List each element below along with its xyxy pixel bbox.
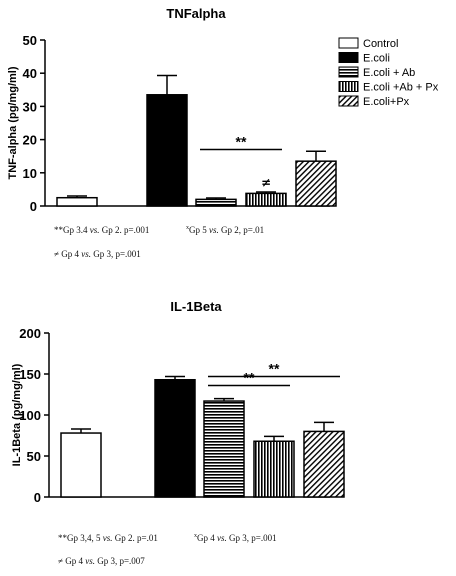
y-tick-label: 20 [23,133,37,148]
legend-swatch-e-coli [338,52,359,63]
legend-label-control: Control [363,38,398,50]
note-mark: ** [54,225,63,235]
legend: Control E.coli E.coli + Ab E.coli +Ab + Px E… [338,37,439,108]
note-vs: vs. [102,533,113,543]
legend-label-e-coli-ab: E.coli + Ab [363,67,415,79]
y-tick-label: 50 [23,33,37,48]
legend-label-e-coli: E.coli [363,53,390,65]
note-text: Gp 2. p=.001 [101,225,150,235]
bar-e-coli [146,94,188,207]
legend-swatch-e-coli-px [338,95,359,107]
legend-label-e-coli-px: E.coli+Px [363,96,410,108]
note-mark: x [194,533,197,539]
legend-label-e-coli-ab-px: E.coli +Ab + Px [363,82,439,94]
il-note-2: xGp 4 vs. Gp 3, p=.001 [194,533,277,543]
note-vs: vs. [217,533,227,543]
note-group: Gp 3,4, 5 [67,533,101,543]
note-vs: vs. [89,225,100,235]
il-note-3: ≠ Gp 4 vs. Gp 3, p=.007 [58,556,145,566]
note-vs: vs. [81,249,91,259]
note-group: Gp 5 [189,225,207,235]
il-note-1: **Gp 3,4, 5 vs. Gp 2. p=.01 [58,533,158,543]
y-tick-label: 30 [23,99,37,114]
note-text: Gp 3, p=.001 [229,533,277,543]
note-group: Gp 3.4 [63,225,88,235]
y-tick-label: 50 [27,449,41,464]
significance-label: ** [244,369,255,385]
chart-title: IL-1Beta [170,299,222,314]
legend-swatch-control [338,37,359,49]
y-tick-label: 0 [30,199,37,214]
bar-control [60,432,102,498]
bar-e-coli-ab [203,400,245,498]
y-axis-label: TNF-alpha (pg/mg/ml) [7,66,19,179]
bar-e-coli [154,378,196,498]
note-text: Gp 2, p=.01 [221,225,265,235]
note-vs: vs. [85,556,95,566]
note-mark: x [186,225,189,231]
significance-label: ** [269,360,280,376]
note-group: ≠ Gp 4 [58,556,83,566]
tnf-note-2: xGp 5 vs. Gp 2, p=.01 [186,225,264,235]
bar-e-coli-px [303,430,345,498]
note-text: Gp 3, p=.007 [97,556,145,566]
bar-control [56,196,98,207]
y-tick-label: 200 [19,326,41,341]
y-tick-label: 10 [23,166,37,181]
legend-swatch-e-coli-ab [338,66,359,78]
bar-e-coli-px [295,160,337,207]
note-text: Gp 2. p=.01 [114,533,158,543]
note-group: Gp 4 [197,533,215,543]
y-tick-label: 0 [34,490,41,505]
note-text: Gp 3, p=.001 [93,249,141,259]
bar-e-coli-ab-px [245,192,287,207]
y-tick-label: 150 [19,367,41,382]
significance-label: ** [236,134,247,150]
y-tick-label: 40 [23,66,37,81]
bar-e-coli-ab-px [253,440,295,498]
bar-e-coli-ab [195,198,237,207]
legend-swatch-e-coli-ab-px [338,81,359,92]
y-axis-label: IL-1Beta (pg/mg/ml) [11,363,23,466]
note-mark: ** [58,533,67,543]
note-vs: vs. [209,225,219,235]
tnf-note-1: **Gp 3.4 vs. Gp 2. p=.001 [54,225,149,235]
y-tick-label: 100 [19,408,41,423]
note-group: ≠ Gp 4 [54,249,79,259]
chart-title: TNFalpha [166,6,226,21]
tnf-alpha-chart: TNFalpha TNF-alpha (pg/mg/ml) 0 10 20 30 40 50 *… [7,6,337,214]
il-1beta-chart: IL-1Beta IL-1Beta (pg/mg/ml) 0 50 100 150 200 *… [11,299,345,505]
tnf-note-3: ≠ Gp 4 vs. Gp 3, p=.001 [54,249,141,259]
significance-label: ≠ [261,176,271,190]
